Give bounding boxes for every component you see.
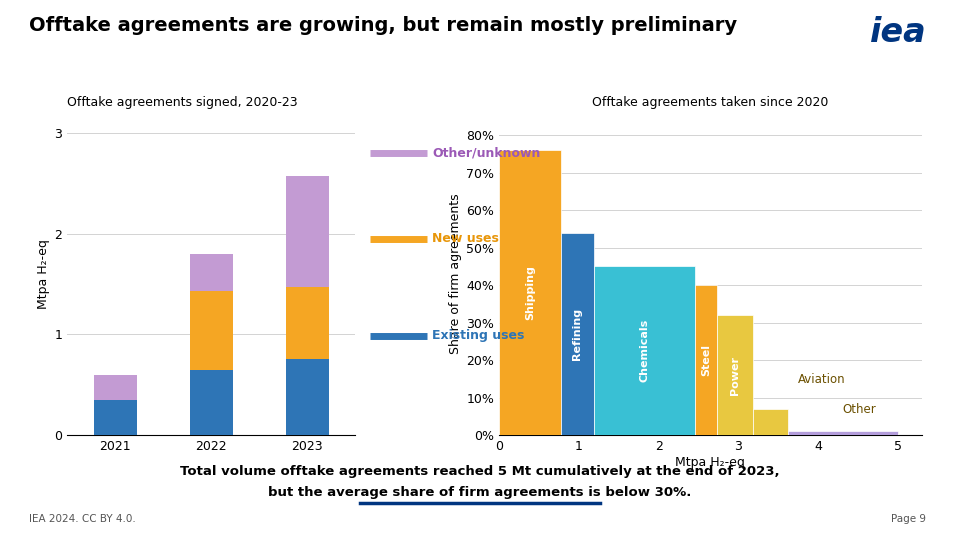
Text: Steel: Steel: [701, 344, 711, 376]
Text: Refining: Refining: [572, 308, 583, 360]
Bar: [788, 431, 898, 435]
Bar: [594, 266, 695, 435]
X-axis label: Mtpa H₂-eq: Mtpa H₂-eq: [676, 455, 745, 469]
Title: Offtake agreements taken since 2020: Offtake agreements taken since 2020: [592, 96, 828, 109]
Bar: [93, 375, 137, 400]
Text: Offtake agreements signed, 2020-23: Offtake agreements signed, 2020-23: [67, 96, 298, 109]
Y-axis label: Share of firm agreements: Share of firm agreements: [449, 193, 462, 354]
Text: Page 9: Page 9: [892, 513, 926, 524]
Text: but the average share of firm agreements is below 30%.: but the average share of firm agreements…: [268, 486, 692, 499]
Bar: [190, 291, 233, 369]
Text: iea: iea: [870, 16, 926, 49]
Bar: [695, 285, 717, 435]
Text: Power: Power: [730, 355, 740, 395]
Text: Chemicals: Chemicals: [639, 319, 650, 382]
Bar: [190, 253, 233, 291]
Text: New uses: New uses: [432, 233, 499, 245]
Bar: [93, 400, 137, 435]
Y-axis label: Mtpa H₂-eq: Mtpa H₂-eq: [37, 239, 50, 309]
Text: Total volume offtake agreements reached 5 Mt cumulatively at the end of 2023,: Total volume offtake agreements reached …: [180, 465, 780, 477]
Bar: [190, 369, 233, 435]
Text: Aviation: Aviation: [798, 373, 846, 386]
Bar: [717, 315, 753, 435]
Bar: [753, 409, 788, 435]
Bar: [561, 233, 594, 435]
Text: IEA 2024. CC BY 4.0.: IEA 2024. CC BY 4.0.: [29, 513, 135, 524]
Text: Existing uses: Existing uses: [432, 329, 524, 342]
Text: Offtake agreements are growing, but remain mostly preliminary: Offtake agreements are growing, but rema…: [29, 16, 737, 35]
Bar: [286, 359, 328, 435]
Bar: [286, 287, 328, 359]
Bar: [499, 150, 561, 435]
Text: Other: Other: [842, 403, 876, 416]
Text: Shipping: Shipping: [525, 265, 535, 320]
Bar: [286, 176, 328, 287]
Text: Other/unknown: Other/unknown: [432, 147, 540, 159]
